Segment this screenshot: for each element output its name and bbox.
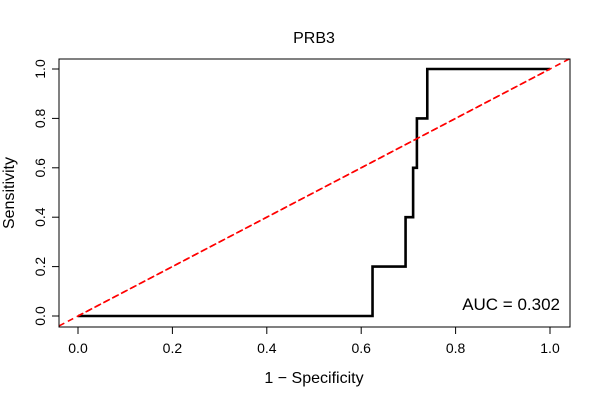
chance-diagonal-extension [58, 58, 570, 327]
x-tick-label: 0.6 [351, 340, 371, 356]
y-axis-title: Sensitivity [1, 157, 18, 229]
x-tick-label: 0.2 [163, 340, 183, 356]
roc-curve-line [78, 67, 550, 318]
y-tick-label: 0.8 [32, 108, 48, 128]
x-tick-label: 0.4 [257, 340, 277, 356]
plot-frame [58, 58, 571, 328]
x-axis: 0.0 0.2 0.4 0.6 0.8 1.0 [68, 327, 560, 356]
y-tick-label: 0.2 [32, 257, 48, 277]
y-tick-label: 0.0 [32, 306, 48, 326]
y-axis: 0.0 0.2 0.4 0.6 0.8 1.0 [32, 59, 59, 326]
plot-area [58, 58, 570, 327]
x-tick-label: 1.0 [540, 340, 560, 356]
x-tick-label: 0.0 [68, 340, 88, 356]
auc-annotation: AUC = 0.302 [462, 295, 560, 314]
y-tick-label: 0.4 [32, 207, 48, 227]
x-tick-label: 0.8 [446, 340, 466, 356]
chart-title: PRB3 [293, 30, 335, 47]
x-axis-title: 1 − Specificity [264, 370, 363, 387]
y-tick-label: 1.0 [32, 59, 48, 79]
y-tick-label: 0.6 [32, 158, 48, 178]
